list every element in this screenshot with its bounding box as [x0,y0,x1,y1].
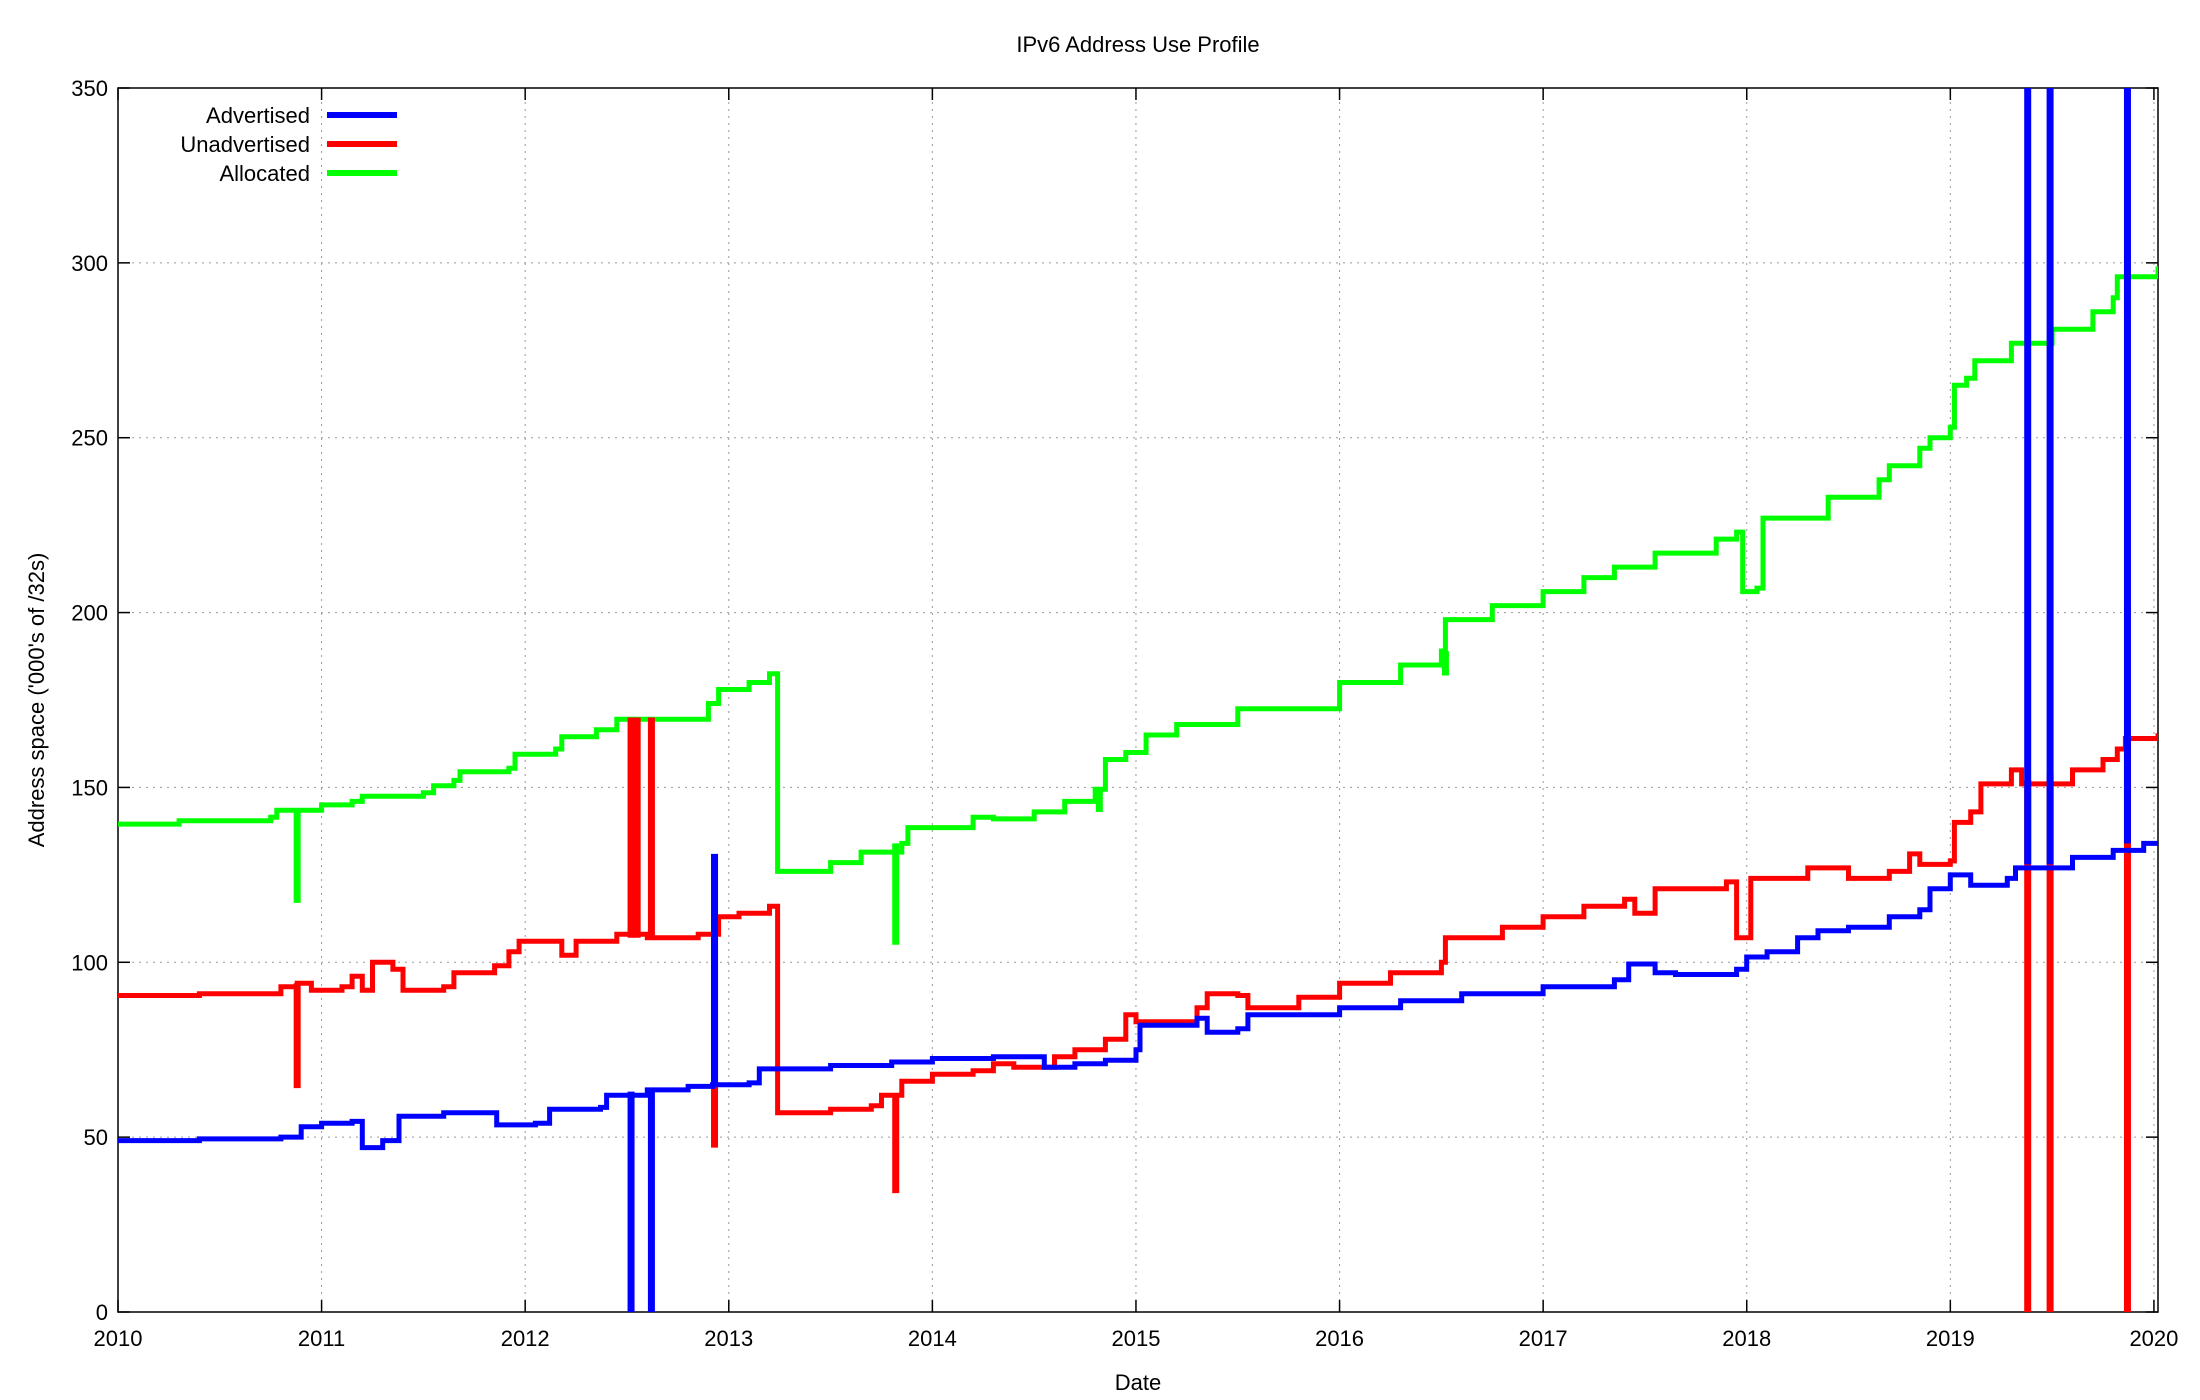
y-tick-label: 150 [71,775,108,800]
series-line-allocated [118,266,2158,874]
x-tick-label: 2015 [1111,1326,1160,1351]
x-tick-label: 2018 [1722,1326,1771,1351]
x-tick-label: 2014 [908,1326,957,1351]
plot-frame [117,87,2159,1313]
y-tick-label: 300 [71,251,108,276]
y-tick-labels: 0 50 100 150 200 250 300 350 [71,76,108,1325]
legend-label-allocated: Allocated [219,161,310,186]
x-tick-label: 2016 [1315,1326,1364,1351]
series-layer [118,88,2158,1312]
x-tick-label: 2019 [1926,1326,1975,1351]
x-axis-title: Date [1115,1370,1161,1395]
y-tick-label: 200 [71,601,108,626]
x-tick-label: 2020 [2129,1326,2178,1351]
grid [118,88,2158,1312]
y-axis-title: Address space ('000's of /32s) [24,553,49,848]
chart-title: IPv6 Address Use Profile [1016,32,1259,57]
x-tick-label: 2017 [1519,1326,1568,1351]
series-advertised [118,88,2158,1312]
x-tick-labels: 2010 2011 2012 2013 2014 2015 2016 2017 2018 2019… [94,1326,2179,1351]
y-tick-label: 250 [71,426,108,451]
y-tick-label: 350 [71,76,108,101]
series-allocated [118,266,2158,945]
tick-marks [117,87,2158,1313]
series-line-advertised [118,840,2158,1151]
legend-label-unadvertised: Unadvertised [180,132,310,157]
x-tick-label: 2013 [704,1326,753,1351]
x-tick-label: 2011 [298,1326,345,1351]
series-line-unadvertised [118,733,2158,1116]
y-tick-label: 50 [84,1125,108,1150]
y-tick-label: 100 [71,950,108,975]
x-tick-label: 2010 [94,1326,143,1351]
legend-label-advertised: Advertised [206,103,310,128]
y-tick-label: 0 [96,1300,108,1325]
legend: Advertised Unadvertised Allocated [180,103,397,186]
x-tick-label: 2012 [501,1326,550,1351]
